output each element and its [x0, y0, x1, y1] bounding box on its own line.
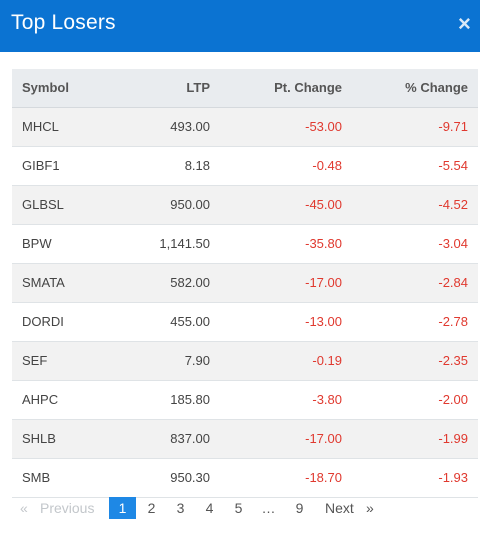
cell-pt-change: -17.00 [305, 431, 342, 446]
column-header-symbol[interactable]: Symbol [12, 69, 122, 108]
table-row: AHPC 185.80 -3.80 -2.00 [12, 380, 478, 419]
cell-pct-change: -1.93 [438, 470, 468, 485]
page-button-5[interactable]: 5 [234, 500, 243, 516]
column-header-pt-change[interactable]: Pt. Change [210, 69, 342, 108]
cell-symbol[interactable]: SMATA [22, 275, 65, 290]
cell-pt-change: -35.80 [305, 236, 342, 251]
cell-pct-change: -1.99 [438, 431, 468, 446]
cell-pct-change: -2.00 [438, 392, 468, 407]
page-ellipsis: … [261, 500, 276, 516]
previous-arrow-icon[interactable]: « [20, 500, 28, 516]
cell-ltp: 185.80 [170, 392, 210, 407]
cell-pct-change: -4.52 [438, 197, 468, 212]
page-button-2[interactable]: 2 [147, 500, 156, 516]
cell-ltp: 8.18 [184, 158, 210, 173]
cell-pct-change: -2.84 [438, 275, 468, 290]
cell-pt-change: -0.48 [312, 158, 342, 173]
cell-pct-change: -2.78 [438, 314, 468, 329]
cell-ltp: 455.00 [170, 314, 210, 329]
top-losers-table: Symbol LTP Pt. Change % Change MHCL 493.… [12, 69, 478, 498]
modal-header: Top Losers × [0, 0, 480, 52]
cell-ltp: 7.90 [184, 353, 210, 368]
next-arrow-icon[interactable]: » [366, 500, 374, 516]
cell-ltp: 950.00 [170, 197, 210, 212]
cell-pct-change: -5.54 [438, 158, 468, 173]
cell-pt-change: -45.00 [305, 197, 342, 212]
cell-ltp: 837.00 [170, 431, 210, 446]
cell-symbol[interactable]: DORDI [22, 314, 64, 329]
table-row: SMB 950.30 -18.70 -1.93 [12, 458, 478, 497]
pagination: « Previous 1 2 3 4 5 … 9 Next » [12, 497, 478, 521]
table-row: MHCL 493.00 -53.00 -9.71 [12, 107, 478, 146]
cell-ltp: 493.00 [170, 119, 210, 134]
table-row: SMATA 582.00 -17.00 -2.84 [12, 263, 478, 302]
cell-ltp: 950.30 [170, 470, 210, 485]
column-header-ltp[interactable]: LTP [122, 69, 210, 108]
cell-symbol[interactable]: BPW [22, 236, 52, 251]
cell-pt-change: -3.80 [312, 392, 342, 407]
table-row: GIBF1 8.18 -0.48 -5.54 [12, 146, 478, 185]
page-button-3[interactable]: 3 [176, 500, 185, 516]
cell-pct-change: -9.71 [438, 119, 468, 134]
cell-pct-change: -2.35 [438, 353, 468, 368]
modal-title: Top Losers [11, 11, 116, 34]
previous-page-button[interactable]: Previous [40, 500, 95, 516]
table-header-row: Symbol LTP Pt. Change % Change [12, 69, 478, 108]
cell-pt-change: -53.00 [305, 119, 342, 134]
cell-pt-change: -17.00 [305, 275, 342, 290]
cell-symbol[interactable]: AHPC [22, 392, 59, 407]
page-button-4[interactable]: 4 [205, 500, 214, 516]
cell-ltp: 1,141.50 [159, 236, 210, 251]
table-row: BPW 1,141.50 -35.80 -3.04 [12, 224, 478, 263]
cell-pt-change: -0.19 [312, 353, 342, 368]
top-losers-table-container: Symbol LTP Pt. Change % Change MHCL 493.… [12, 69, 478, 498]
page-button-1[interactable]: 1 [109, 497, 136, 519]
table-row: GLBSL 950.00 -45.00 -4.52 [12, 185, 478, 224]
cell-pct-change: -3.04 [438, 236, 468, 251]
column-header-pct-change[interactable]: % Change [342, 69, 478, 108]
close-icon[interactable]: × [458, 11, 471, 36]
cell-symbol[interactable]: SEF [22, 353, 48, 368]
next-page-button[interactable]: Next [325, 500, 354, 516]
cell-symbol[interactable]: GLBSL [22, 197, 64, 212]
cell-symbol[interactable]: MHCL [22, 119, 59, 134]
cell-ltp: 582.00 [170, 275, 210, 290]
table-row: DORDI 455.00 -13.00 -2.78 [12, 302, 478, 341]
table-row: SEF 7.90 -0.19 -2.35 [12, 341, 478, 380]
cell-pt-change: -18.70 [305, 470, 342, 485]
cell-symbol[interactable]: SMB [22, 470, 51, 485]
cell-symbol[interactable]: GIBF1 [22, 158, 60, 173]
cell-symbol[interactable]: SHLB [22, 431, 56, 446]
table-row: SHLB 837.00 -17.00 -1.99 [12, 419, 478, 458]
cell-pt-change: -13.00 [305, 314, 342, 329]
page-button-9[interactable]: 9 [295, 500, 304, 516]
